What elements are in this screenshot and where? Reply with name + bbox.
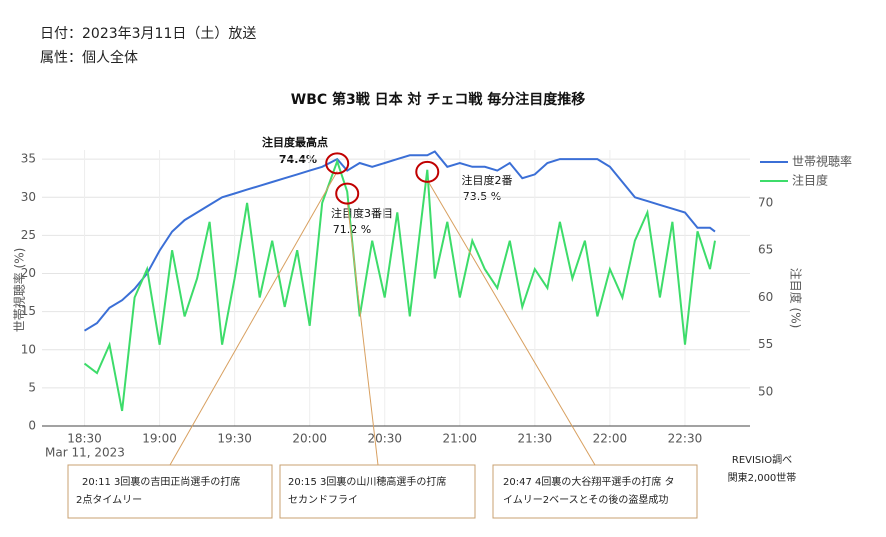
callout-text: 2点タイムリー [76,494,142,506]
series-line [83,150,716,332]
x-tick-label: 20:30 [367,432,402,446]
highlight-circle [325,152,350,175]
callout-text: 20:47 4回裏の大谷翔平選手の打席 タ [503,475,675,488]
callout-text: 20:11 3回裏の吉田正尚選手の打席 [82,475,240,488]
callout-boxes [67,464,698,519]
leader-line [169,171,338,466]
chart-title: WBC 第3戦 日本 対 チェコ戦 毎分注目度推移 [291,91,586,108]
annotation-text: 73.5 % [463,190,501,203]
leader-line [346,201,379,466]
legend-label: 注目度 [792,173,828,188]
source: REVISIO調べ [732,453,792,466]
x-tick-label: 18:30 [67,432,102,446]
y2-tick-label: 70 [758,195,773,209]
series-line [83,158,716,412]
y2-axis-label: 注目度 (%) [789,268,804,329]
annotation-title: 注目度2番 [462,173,513,187]
y2-tick-label: 55 [758,337,773,351]
callout-text: イムリー2ベースとその後の盗塁成功 [503,493,668,506]
x-date-label: Mar 11, 2023 [45,446,125,460]
callout-text: 20:15 3回裏の山川穂高選手の打席 [288,475,446,488]
y-tick-label: 0 [28,419,36,433]
leader-line [426,179,596,466]
y-tick-label: 20 [21,266,36,280]
x-tick-label: 21:30 [518,432,553,446]
y-tick-label: 30 [21,190,36,204]
y2-tick-label: 65 [758,243,773,257]
y-tick-label: 15 [21,304,36,318]
highlight-circle [335,182,360,205]
y2-tick-label: 60 [758,290,773,304]
annotation-title: 注目度最高点 [262,135,328,149]
source: 関東2,000世帯 [728,471,797,484]
y-tick-label: 10 [21,342,36,356]
y-tick-label: 5 [28,380,36,394]
highlight-circle [415,160,440,183]
header-attribute: 属性：個人全体 [40,49,138,66]
x-tick-label: 22:30 [668,432,703,446]
y2-tick-label: 50 [758,384,773,398]
y-axis-label: 世帯視聴率 (%) [12,248,27,333]
header-date: 日付：2023年3月11日（土）放送 [40,26,256,42]
legend-label: 世帯視聴率 [792,154,852,169]
annotation-title: 注目度3番目 [331,206,393,220]
callout-text: セカンドフライ [288,494,358,506]
y-tick-label: 35 [21,152,36,166]
x-tick-label: 20:00 [292,432,327,446]
y-tick-label: 25 [21,228,36,242]
x-tick-label: 19:30 [217,432,252,446]
x-tick-label: 22:00 [593,432,628,446]
x-tick-label: 21:00 [442,432,477,446]
x-tick-label: 19:00 [142,432,177,446]
